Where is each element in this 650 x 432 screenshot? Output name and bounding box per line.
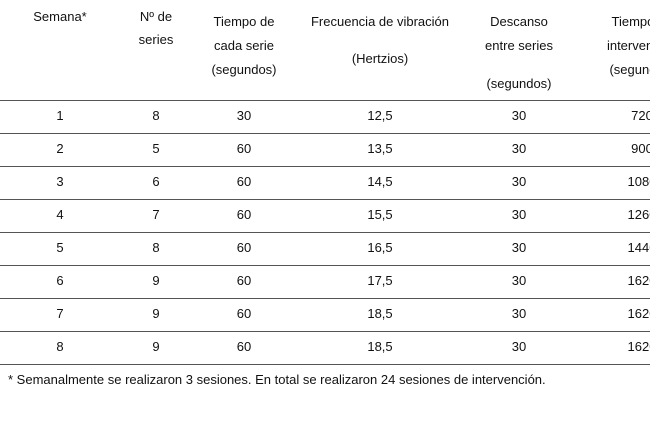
cell: 30	[236, 108, 252, 123]
cell: 60	[236, 174, 252, 189]
cell: 15,5	[367, 207, 393, 222]
cell: 60	[236, 207, 252, 222]
header-text: Descanso	[490, 14, 548, 29]
cell: 13,5	[367, 141, 393, 156]
cell: 30	[511, 306, 527, 321]
header-text: Frecuencia de vibración	[310, 14, 450, 29]
cell: 9	[152, 306, 160, 321]
footnote: * Semanalmente se realizaron 3 sesiones.…	[8, 372, 546, 387]
cell: 30	[511, 207, 527, 222]
header-text: entre series	[485, 38, 553, 53]
cell: 18,5	[367, 306, 393, 321]
cell: 1440	[627, 240, 650, 255]
row-rule	[0, 100, 650, 101]
cell: 8	[152, 240, 160, 255]
cell: 1	[56, 108, 64, 123]
cell: 60	[236, 141, 252, 156]
cell: 60	[236, 306, 252, 321]
cell: 60	[236, 273, 252, 288]
cell: 9	[152, 273, 160, 288]
cell: 18,5	[367, 339, 393, 354]
cell: 14,5	[367, 174, 393, 189]
cell: 1620	[627, 306, 650, 321]
cell: 7	[152, 207, 160, 222]
cell: 30	[511, 108, 527, 123]
cell: 9	[152, 339, 160, 354]
header-text: Nº de	[139, 9, 173, 24]
cell: 1260	[627, 207, 650, 222]
cell: 6	[152, 174, 160, 189]
header-text: (segundos)	[609, 62, 650, 77]
header-text: Tiempo de	[611, 14, 650, 29]
cell: 1620	[627, 273, 650, 288]
cell: 17,5	[367, 273, 393, 288]
cell: 8	[152, 108, 160, 123]
cell: 60	[236, 339, 252, 354]
header-text: Tiempo de	[213, 14, 275, 29]
cell: 30	[511, 339, 527, 354]
cell: 30	[511, 273, 527, 288]
header-text: (segundos)	[211, 62, 277, 77]
cell: 2	[56, 141, 64, 156]
header-text: Semana*	[33, 9, 87, 24]
header-text: (Hertzios)	[351, 51, 409, 66]
cell: 30	[511, 174, 527, 189]
cell: 5	[56, 240, 64, 255]
header-text: series	[138, 32, 174, 47]
row-rule	[0, 331, 650, 332]
header-text: cada serie	[214, 38, 274, 53]
cell: 30	[511, 141, 527, 156]
cell: 16,5	[367, 240, 393, 255]
cell: 12,5	[367, 108, 393, 123]
cell: 1620	[627, 339, 650, 354]
header-text: intervención	[606, 38, 650, 53]
cell: 4	[56, 207, 64, 222]
row-rule	[0, 265, 650, 266]
cell: 1080	[627, 174, 650, 189]
cell: 8	[56, 339, 64, 354]
cell: 3	[56, 174, 64, 189]
header-text: (segundos)	[486, 76, 552, 91]
cell: 60	[236, 240, 252, 255]
row-rule	[0, 199, 650, 200]
row-rule	[0, 232, 650, 233]
cell: 30	[511, 240, 527, 255]
cell: 5	[152, 141, 160, 156]
row-rule	[0, 133, 650, 134]
cell: 6	[56, 273, 64, 288]
row-rule	[0, 364, 650, 365]
row-rule	[0, 166, 650, 167]
cell: 900	[631, 141, 650, 156]
cell: 7	[56, 306, 64, 321]
cell: 720	[631, 108, 650, 123]
row-rule	[0, 298, 650, 299]
